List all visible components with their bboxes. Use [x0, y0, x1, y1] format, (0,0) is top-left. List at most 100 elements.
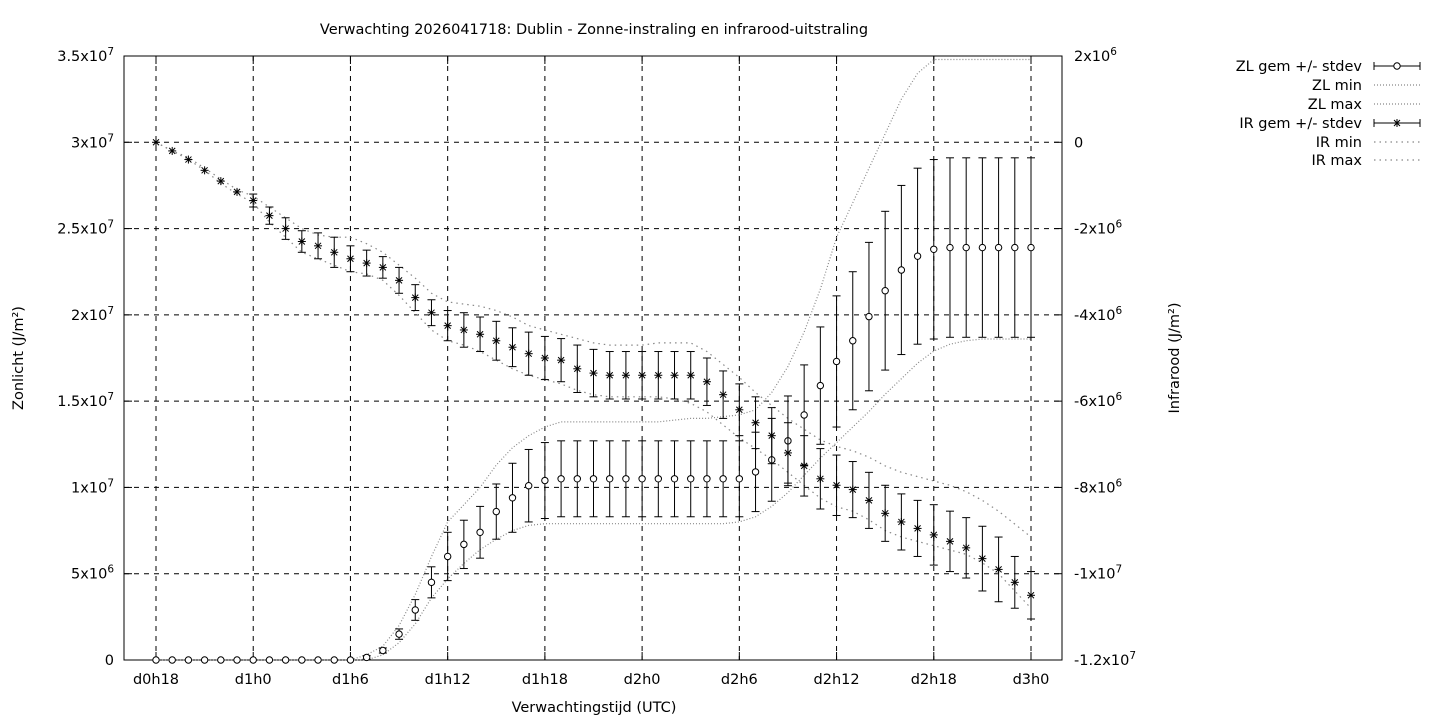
zl-mean-point [703, 475, 711, 483]
zl-mean-point [816, 381, 825, 390]
zl-mean-point [443, 552, 452, 561]
ir-mean-point [362, 259, 371, 268]
ir-mean-point [492, 336, 501, 345]
zl-mean-point [881, 286, 889, 295]
legend: ZL gem +/- stdev ZL min ZL max IR gem +/- s… [1236, 59, 1421, 169]
y-tick-label: 2x106 [1074, 46, 1117, 65]
zl-mean-point [735, 475, 744, 483]
zl-mean-point [314, 656, 322, 664]
zl-mean-point [1011, 243, 1019, 252]
ir-mean-point [443, 321, 452, 330]
y-tick-label: 1.5x107 [57, 391, 114, 410]
ir-mean-point [459, 325, 468, 334]
ir-mean-point [719, 390, 728, 399]
zl-mean-point [184, 656, 193, 664]
y-tick-label: -1x107 [1074, 564, 1122, 583]
zl-mean-point [622, 475, 630, 483]
ir-mean-point [1010, 578, 1019, 587]
ir-mean-point [314, 241, 323, 250]
legend-star-marker [1393, 119, 1401, 127]
y-tick-label: -2x106 [1074, 219, 1123, 238]
ir-mean-point [249, 196, 258, 205]
y-tick-label: 0 [105, 653, 114, 669]
legend-label: IR max [1311, 153, 1362, 169]
ir-mean-point [524, 349, 533, 358]
zl-mean-point [670, 475, 679, 483]
zl-mean-point [573, 475, 581, 483]
ir-mean-point [638, 371, 647, 380]
y-tick-label: -8x106 [1074, 477, 1123, 496]
ir-mean-point [216, 177, 225, 186]
ir-mean-point [540, 354, 549, 362]
series-layer [152, 58, 1035, 664]
zl-mean-point [930, 245, 938, 253]
zl-mean-point [152, 656, 160, 664]
zl-mean-point [524, 482, 533, 490]
ir-mean-point [929, 530, 938, 539]
legend-label: IR min [1316, 135, 1362, 151]
x-axis-label: Verwachtingstijd (UTC) [512, 700, 677, 716]
y-tick-label: 2x107 [71, 305, 114, 324]
x-tick-label: d1h0 [235, 672, 272, 688]
ir-mean-point [670, 371, 679, 380]
x-tick-label: d2h0 [624, 672, 661, 688]
zl-mean-point [913, 252, 922, 260]
ir-mean-point [476, 330, 485, 339]
ir-mean-point [816, 474, 825, 483]
legend-label: ZL gem +/- stdev [1236, 59, 1363, 75]
ir-mean-point [330, 248, 339, 257]
zl-mean-point [897, 266, 906, 274]
legend-circle-marker [1393, 62, 1401, 70]
zl-mean-point [233, 656, 241, 664]
ir-mean-point [800, 461, 809, 470]
ir-mean-point [589, 369, 598, 378]
ir-mean-point [978, 554, 987, 563]
zl-mean-point [687, 475, 695, 483]
ir-mean-point [281, 224, 290, 233]
zl-mean-point [281, 656, 290, 664]
ir-mean-point [945, 537, 954, 546]
y-tick-label: -4x106 [1074, 305, 1123, 324]
axis-ticks: d0h18 d1h0 d1h6 d1h12 d1h18 d2h0 d2h6 d2h12 d2h1… [57, 46, 1136, 688]
zl-mean-point [217, 656, 225, 664]
ir-mean-point [557, 356, 566, 365]
zl-mean-point [606, 475, 614, 483]
y-tick-label: -6x106 [1074, 391, 1123, 410]
ir-mean-point [735, 405, 744, 414]
ir-mean-point [508, 343, 517, 352]
ir-mean-point [864, 496, 873, 505]
ir-mean-point [962, 543, 971, 552]
ir-mean-point [395, 276, 404, 285]
zl-mean-point [994, 243, 1003, 252]
ir-max-line [155, 141, 1032, 538]
ir-mean-point [881, 509, 890, 518]
ir-mean-point [411, 293, 420, 302]
ir-mean-point [346, 254, 355, 263]
x-tick-label: d1h6 [332, 672, 369, 688]
zl-mean-point [978, 243, 987, 252]
zl-mean-point [460, 540, 468, 549]
zl-mean-point [249, 656, 257, 664]
x-tick-label: d1h18 [522, 672, 568, 688]
ir-mean-point [200, 166, 209, 175]
zl-mean-point [330, 656, 338, 664]
legend-label: ZL min [1312, 78, 1362, 94]
ir-mean-point [654, 371, 663, 380]
zl-mean-point [492, 507, 500, 516]
zl-mean-point [589, 475, 598, 483]
zl-mean-point [865, 312, 873, 321]
zl-mean-point [800, 411, 808, 419]
legend-label: IR gem +/- stdev [1239, 116, 1362, 132]
zl-mean-point [638, 475, 646, 483]
zl-mean-point [346, 656, 355, 664]
zl-mean-point [719, 475, 727, 483]
zl-mean-point [1027, 243, 1035, 252]
zl-mean-point [265, 656, 274, 664]
ir-mean-point [427, 308, 436, 317]
ir-mean-point [1027, 591, 1035, 600]
zl-mean-point [200, 656, 209, 664]
zl-mean-point [395, 630, 403, 638]
legend-label: ZL max [1308, 97, 1363, 113]
zl-mean-point [751, 468, 760, 476]
